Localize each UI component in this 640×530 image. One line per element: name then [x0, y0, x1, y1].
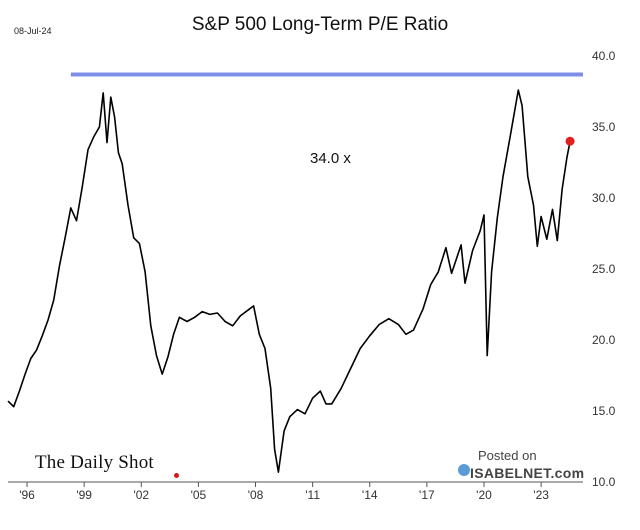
pe-ratio-series-line: [7, 89, 571, 473]
watermark-site: ISABELNET.com: [470, 465, 585, 481]
y-tick-label: 40.0: [592, 49, 616, 63]
x-tick-label: '05: [191, 488, 207, 502]
y-tick-label: 20.0: [592, 333, 616, 347]
x-tick-label: '17: [419, 488, 435, 502]
logo-dot-icon: [174, 473, 179, 478]
last-value-point: [565, 136, 575, 146]
current-value-annotation: 34.0 x: [310, 150, 351, 167]
watermark-posted: Posted on: [478, 448, 537, 463]
y-tick-label: 10.0: [592, 475, 616, 489]
y-tick-label: 15.0: [592, 404, 616, 418]
x-tick-label: '96: [19, 488, 35, 502]
date-label: 08-Jul-24: [14, 26, 52, 36]
x-tick-label: '14: [362, 488, 378, 502]
chart-title: S&P 500 Long-Term P/E Ratio: [191, 14, 449, 35]
x-tick-label: '08: [248, 488, 264, 502]
daily-shot-logo: The Daily Shot: [35, 452, 154, 473]
x-tick-label: '20: [476, 488, 492, 502]
x-tick-label: '23: [533, 488, 549, 502]
y-tick-label: 30.0: [592, 191, 616, 205]
globe-icon: [458, 464, 470, 476]
y-tick-label: 25.0: [592, 262, 616, 276]
x-tick-label: '02: [133, 488, 149, 502]
watermark: Posted on ISABELNET.com: [458, 448, 585, 481]
x-tick-label: '11: [305, 488, 320, 502]
y-tick-label: 35.0: [592, 120, 616, 134]
x-tick-label: '99: [76, 488, 92, 502]
